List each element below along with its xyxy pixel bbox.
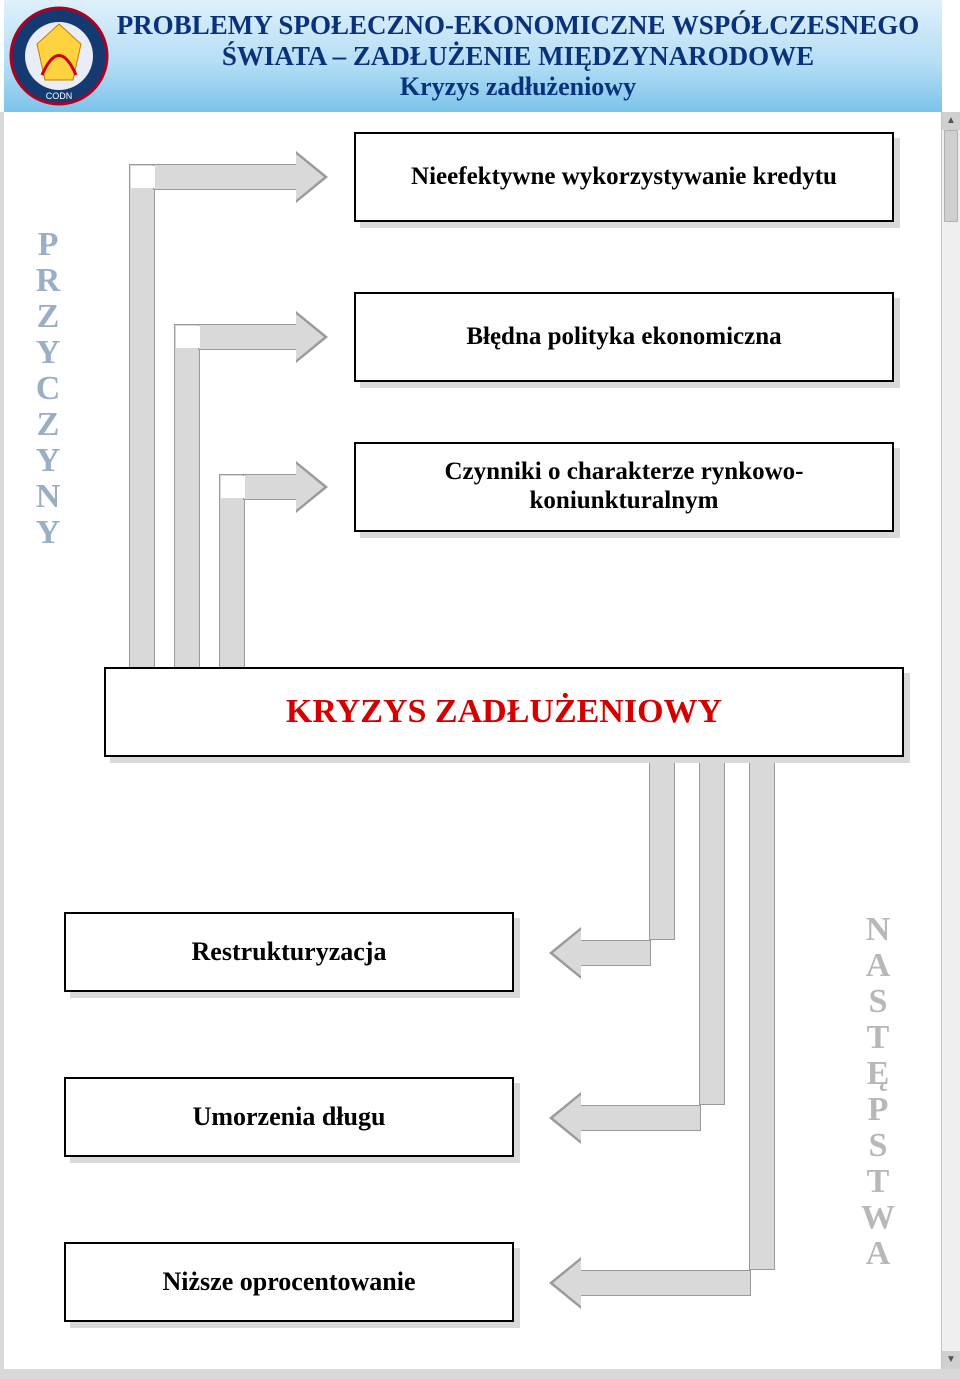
scroll-thumb[interactable] xyxy=(944,130,958,222)
connector-pipe xyxy=(153,164,298,190)
connector-joint xyxy=(131,166,155,188)
connector-pipe xyxy=(749,757,775,1270)
connector-pipe xyxy=(198,324,298,350)
cause-box: Czynniki o charakterze rynkowo-koniunktu… xyxy=(354,442,894,532)
connector-joint xyxy=(176,326,200,348)
cause-label: Czynniki o charakterze rynkowo-koniunktu… xyxy=(366,458,882,516)
connector-pipe xyxy=(219,474,245,669)
scrollbar[interactable]: ▲ ▼ xyxy=(941,112,960,1369)
effect-label: Niższe oprocentowanie xyxy=(163,1267,416,1297)
side-label-effects: NASTĘPSTWA xyxy=(859,912,899,1272)
connector-pipe xyxy=(579,1105,701,1131)
scroll-down-button[interactable]: ▼ xyxy=(942,1351,960,1369)
effect-box: Niższe oprocentowanie xyxy=(64,1242,514,1322)
effect-box: Umorzenia długu xyxy=(64,1077,514,1157)
svg-text:CODN: CODN xyxy=(46,91,73,101)
side-label-causes: PRZYCZYNY xyxy=(29,227,69,551)
cause-label: Nieefektywne wykorzystywanie kredytu xyxy=(411,163,837,192)
scroll-track[interactable] xyxy=(942,130,960,1351)
diagram-canvas: Nieefektywne wykorzystywanie kredytu Błę… xyxy=(4,112,942,1369)
cause-label: Błędna polityka ekonomiczna xyxy=(466,323,781,352)
cause-box: Błędna polityka ekonomiczna xyxy=(354,292,894,382)
effect-label: Restrukturyzacja xyxy=(192,937,387,967)
connector-pipe xyxy=(243,474,298,500)
header-title: PROBLEMY SPOŁECZNO-EKONOMICZNE WSPÓŁCZES… xyxy=(114,10,942,102)
chevron-down-icon: ▼ xyxy=(946,1355,956,1365)
connector-pipe xyxy=(579,940,651,966)
effect-label: Umorzenia długu xyxy=(193,1102,386,1132)
scroll-up-button[interactable]: ▲ xyxy=(942,112,960,130)
effect-box: Restrukturyzacja xyxy=(64,912,514,992)
connector-pipe xyxy=(579,1270,751,1296)
connector-pipe xyxy=(129,164,155,669)
connector-joint xyxy=(651,942,673,964)
cause-box: Nieefektywne wykorzystywanie kredytu xyxy=(354,132,894,222)
chevron-up-icon: ▲ xyxy=(946,116,956,126)
page: CODN PROBLEMY SPOŁECZNO-EKONOMICZNE WSPÓ… xyxy=(0,0,960,1379)
header-line3: Kryzys zadłużeniowy xyxy=(114,72,922,102)
connector-joint xyxy=(751,1272,773,1294)
center-label: KRYZYS ZADŁUŻENIOWY xyxy=(286,693,722,731)
connector-joint xyxy=(701,1107,723,1129)
connector-joint xyxy=(221,476,245,498)
logo-badge: CODN xyxy=(4,1,114,111)
connector-pipe xyxy=(699,757,725,1105)
slide-header: CODN PROBLEMY SPOŁECZNO-EKONOMICZNE WSPÓ… xyxy=(4,0,942,113)
header-line2: ŚWIATA – ZADŁUŻENIE MIĘDZYNARODOWE xyxy=(114,41,922,72)
connector-pipe xyxy=(649,757,675,940)
center-box: KRYZYS ZADŁUŻENIOWY xyxy=(104,667,904,757)
chrome-border-bottom xyxy=(0,1369,960,1379)
connector-pipe xyxy=(174,324,200,669)
header-line1: PROBLEMY SPOŁECZNO-EKONOMICZNE WSPÓŁCZES… xyxy=(114,10,922,41)
logo-icon: CODN xyxy=(9,6,109,106)
